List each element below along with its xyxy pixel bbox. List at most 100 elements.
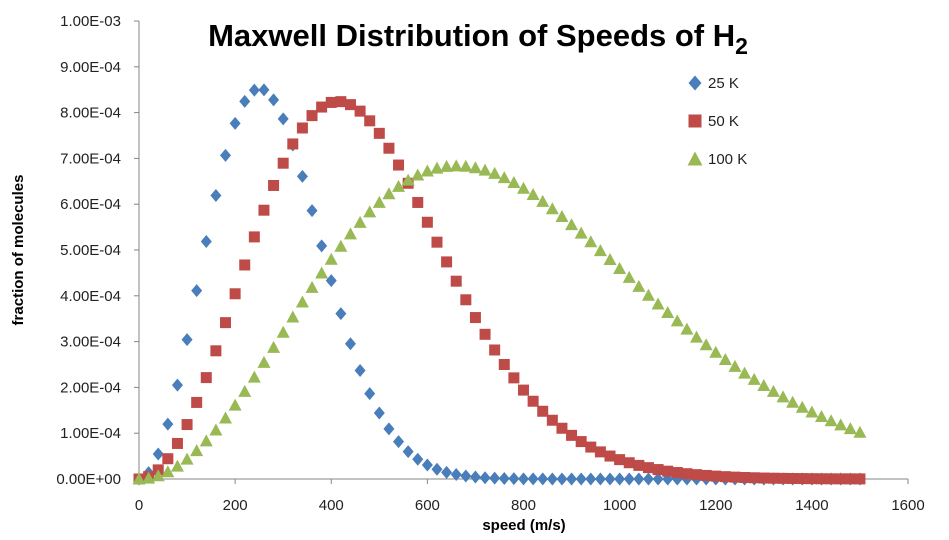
data-point xyxy=(238,384,252,397)
data-point xyxy=(795,400,809,413)
data-point xyxy=(171,437,183,449)
data-point xyxy=(286,310,300,323)
data-point xyxy=(566,429,578,441)
data-point xyxy=(324,252,338,265)
data-point xyxy=(162,417,174,431)
data-point xyxy=(824,414,838,427)
data-point xyxy=(132,472,146,485)
data-point xyxy=(603,253,617,266)
data-point xyxy=(546,414,558,426)
data-point xyxy=(190,444,204,457)
data-point xyxy=(575,436,587,448)
data-point xyxy=(718,352,732,365)
data-point xyxy=(335,307,347,321)
data-point xyxy=(431,236,443,248)
legend-label: 100 K xyxy=(708,151,747,168)
y-tick-label: 5.00E-04 xyxy=(60,242,121,259)
data-point xyxy=(229,116,241,130)
data-point xyxy=(460,469,472,483)
data-point xyxy=(268,93,280,107)
data-point xyxy=(151,469,165,482)
data-point xyxy=(344,99,356,111)
y-tick-label: 0.00E+00 xyxy=(56,471,121,488)
data-point xyxy=(411,168,425,181)
data-point xyxy=(497,171,511,184)
data-point xyxy=(401,173,415,186)
data-point xyxy=(393,159,405,171)
data-point xyxy=(239,94,251,108)
data-point xyxy=(171,378,183,392)
data-point xyxy=(459,159,473,172)
data-point xyxy=(421,458,433,472)
data-point xyxy=(527,472,539,486)
data-point xyxy=(306,204,318,218)
data-point xyxy=(604,450,616,462)
data-point xyxy=(488,166,502,179)
data-point xyxy=(518,472,529,486)
data-point xyxy=(468,161,482,174)
y-tick-label: 8.00E-04 xyxy=(60,105,121,122)
data-point xyxy=(373,127,385,139)
data-point xyxy=(162,453,174,465)
data-point xyxy=(489,344,501,356)
data-point xyxy=(449,159,463,172)
y-tick-label: 3.00E-04 xyxy=(60,334,121,351)
data-point xyxy=(585,472,597,486)
data-point xyxy=(277,112,289,126)
data-point xyxy=(670,314,684,327)
data-point xyxy=(767,472,779,484)
legend-label: 50 K xyxy=(708,113,739,130)
data-point xyxy=(421,216,433,228)
data-point xyxy=(853,425,867,438)
data-point xyxy=(258,204,270,216)
data-point xyxy=(796,473,808,485)
data-point xyxy=(440,159,454,172)
series-100-k xyxy=(132,159,867,485)
data-point xyxy=(382,187,396,200)
data-point xyxy=(556,472,568,486)
data-point xyxy=(748,472,760,484)
data-point xyxy=(556,422,568,434)
data-point xyxy=(354,363,366,377)
data-point xyxy=(854,473,866,485)
data-point xyxy=(229,288,241,300)
data-point xyxy=(651,297,665,310)
chart-title: Maxwell Distribution of Speeds of H2 xyxy=(208,18,748,59)
data-point xyxy=(594,472,606,486)
data-point xyxy=(537,405,549,417)
data-point xyxy=(739,471,751,483)
data-point xyxy=(787,472,799,484)
data-point xyxy=(758,472,770,484)
legend-marker xyxy=(688,114,702,128)
data-point xyxy=(835,473,847,485)
x-tick-label: 800 xyxy=(511,497,536,514)
data-point xyxy=(372,195,386,208)
y-axis-ticks: 0.00E+00 1.00E-04 2.00E-04 3.00E-04 4.00E-04… xyxy=(56,13,139,488)
data-point xyxy=(441,465,453,479)
data-point xyxy=(228,398,242,411)
data-point xyxy=(633,472,645,486)
data-point xyxy=(728,359,742,372)
series-50-k xyxy=(133,96,866,485)
data-point xyxy=(825,473,837,485)
data-point xyxy=(220,317,232,329)
y-tick-label: 1.00E-04 xyxy=(60,425,121,442)
data-point xyxy=(623,457,635,469)
data-point xyxy=(594,446,606,458)
data-point xyxy=(632,279,646,292)
data-point xyxy=(191,284,203,298)
data-point xyxy=(200,372,212,384)
data-point xyxy=(747,372,761,385)
x-tick-label: 600 xyxy=(415,497,440,514)
data-point xyxy=(584,235,598,248)
data-point xyxy=(478,163,492,176)
data-point xyxy=(834,418,848,431)
y-tick-label: 6.00E-04 xyxy=(60,196,121,213)
data-point xyxy=(248,83,260,97)
data-point xyxy=(267,340,281,353)
data-point xyxy=(373,406,385,420)
y-tick-label: 9.00E-04 xyxy=(60,59,121,76)
data-point xyxy=(699,338,713,351)
data-point xyxy=(460,294,472,306)
